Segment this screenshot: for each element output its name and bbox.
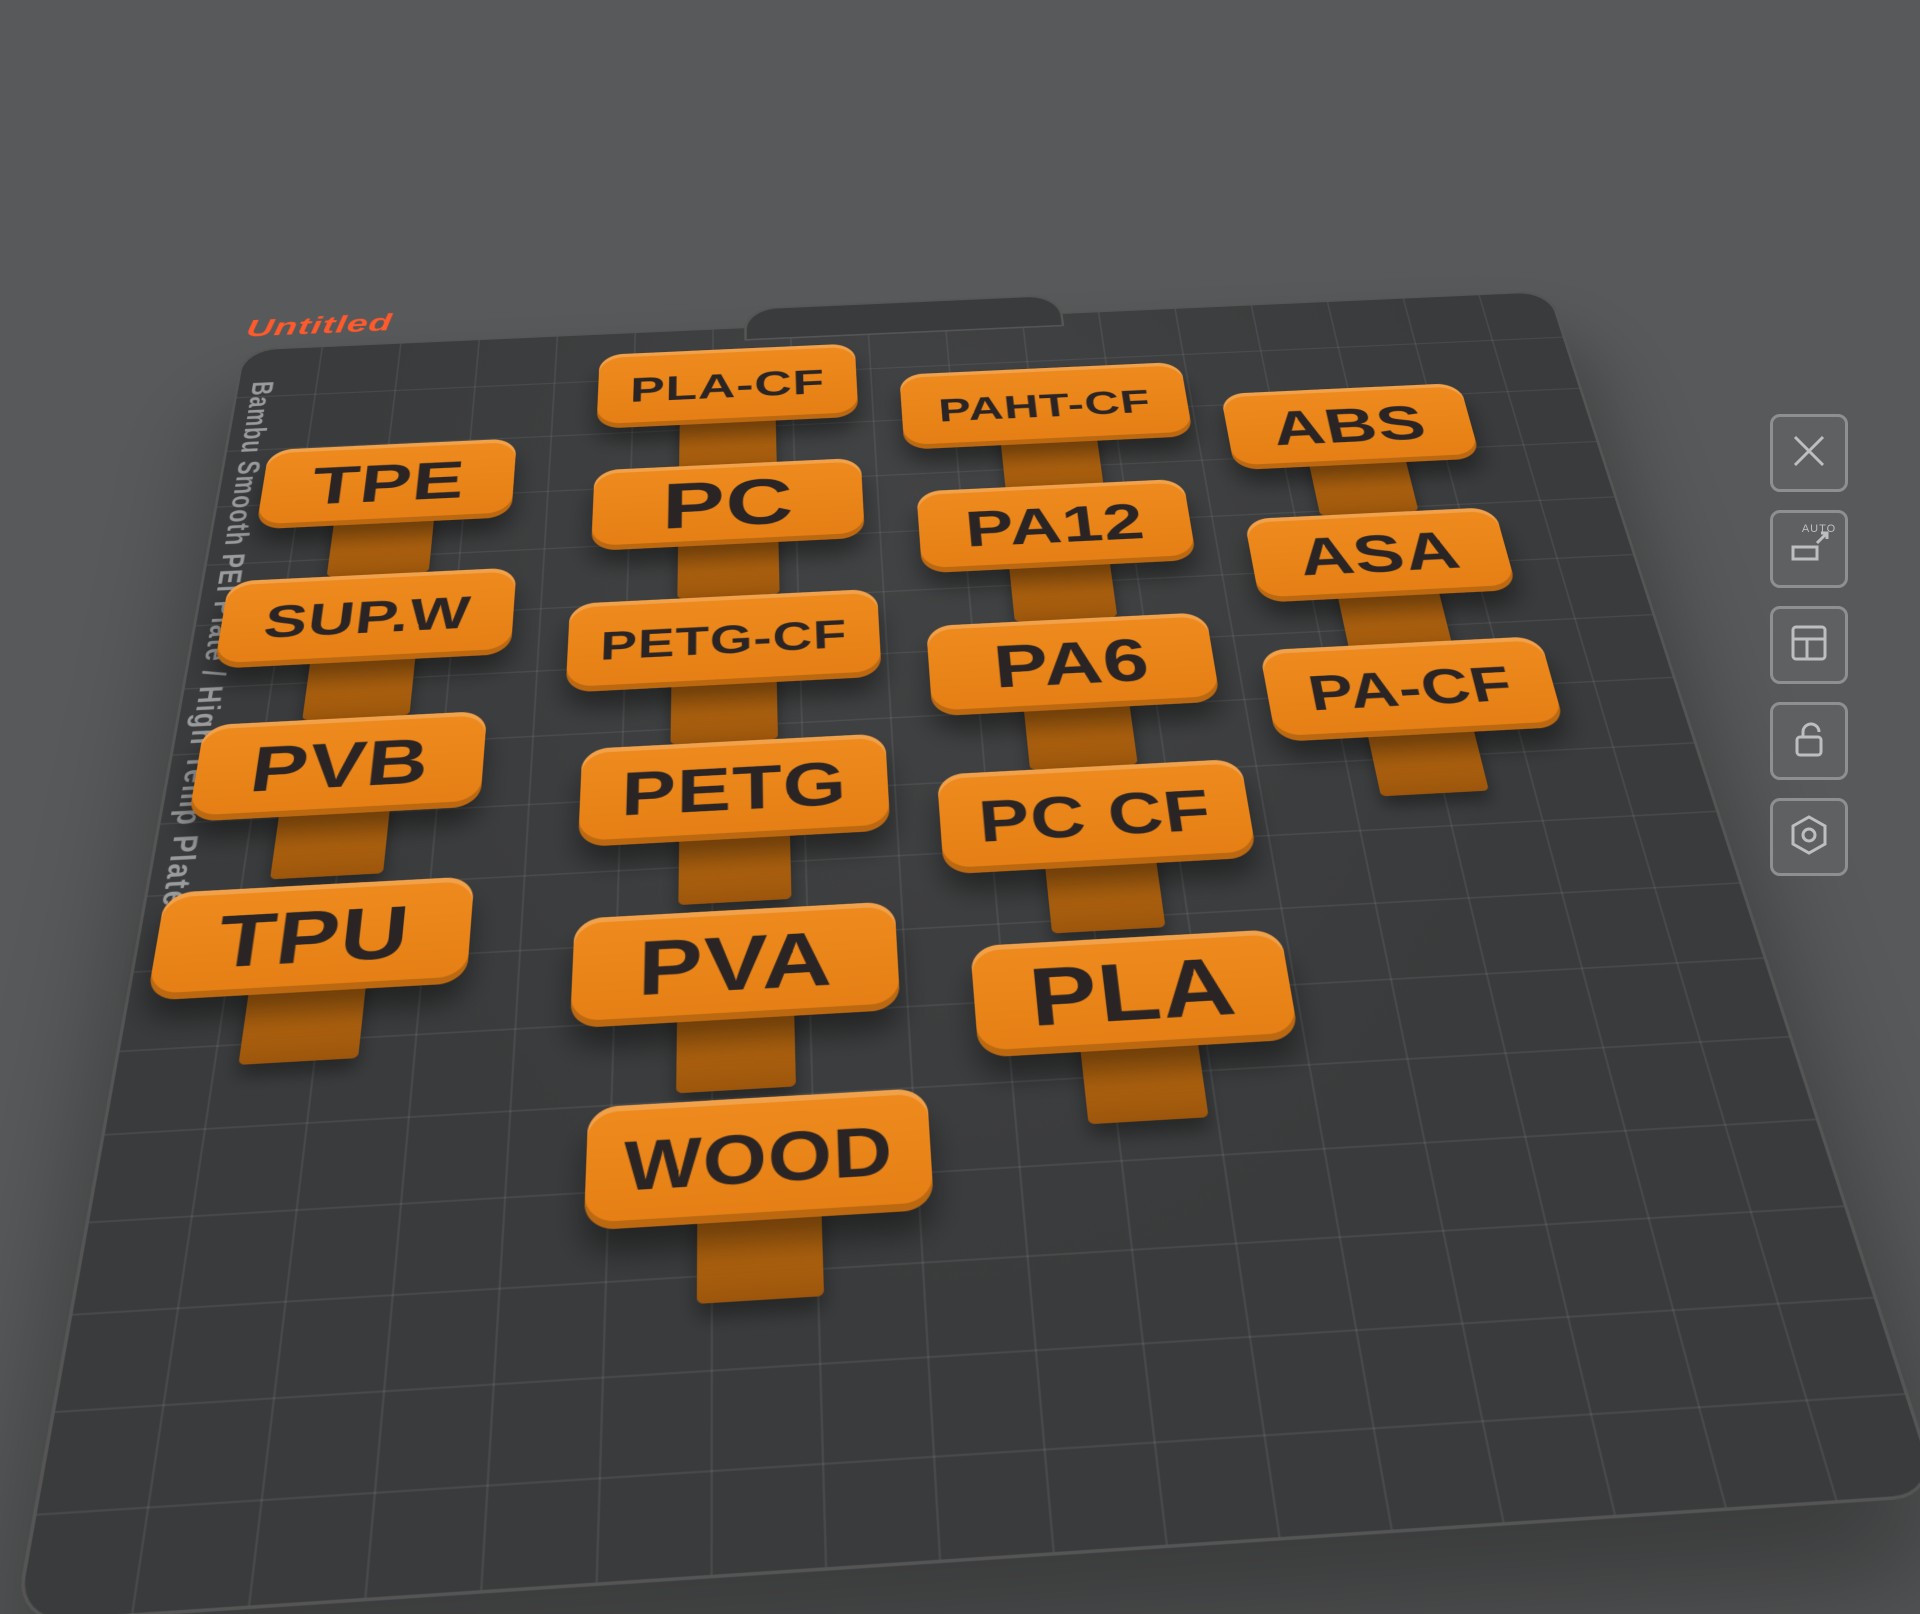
- tag-head: PVB: [188, 711, 487, 822]
- tag-head: PC: [591, 458, 865, 551]
- object-tag-pahtcf[interactable]: PAHT-CF: [899, 362, 1201, 498]
- tag-head: ABS: [1220, 383, 1480, 470]
- object-tag-petgcf[interactable]: PETG-CF: [563, 589, 885, 750]
- tag-label: PETG-CF: [599, 611, 848, 669]
- object-tag-pva[interactable]: PVA: [567, 901, 905, 1099]
- hex-gear-icon: [1787, 813, 1831, 862]
- tag-label: PA6: [991, 626, 1154, 702]
- tag-label: PC: [661, 464, 795, 544]
- layout-button[interactable]: [1770, 606, 1848, 684]
- tag-head: ASA: [1244, 507, 1517, 603]
- lock-icon: [1787, 717, 1831, 766]
- objects-layer: TPE SUP.W PVB TPU PLA-CF PC PETG-CF PETG PVA WOOD…: [13, 290, 1920, 1614]
- tag-label: WOOD: [623, 1110, 895, 1206]
- tag-head: PA-CF: [1259, 636, 1565, 742]
- tag-head: PAHT-CF: [899, 362, 1193, 450]
- tag-label: ABS: [1267, 395, 1432, 457]
- x-icon: [1787, 429, 1831, 478]
- object-tag-pccf[interactable]: PC CF: [937, 759, 1269, 940]
- tag-head: WOOD: [584, 1088, 935, 1231]
- tag-label: TPE: [307, 450, 467, 517]
- object-tag-supw[interactable]: SUP.W: [204, 567, 516, 725]
- lock-button[interactable]: [1770, 702, 1848, 780]
- auto-badge: AUTO: [1802, 523, 1836, 535]
- tag-head: PC CF: [937, 759, 1257, 875]
- settings-button[interactable]: [1770, 798, 1848, 876]
- tag-head: SUP.W: [214, 567, 517, 668]
- viewport-3d: Untitled Bambu Smooth PEI Plate / High T…: [0, 0, 1920, 1412]
- tag-head: PETG-CF: [566, 589, 882, 693]
- build-plate[interactable]: Untitled Bambu Smooth PEI Plate / High T…: [13, 290, 1920, 1614]
- object-tag-asa[interactable]: ASA: [1244, 507, 1532, 657]
- tag-head: PA12: [916, 479, 1196, 574]
- plate-title: Untitled: [244, 309, 394, 343]
- object-tag-pla[interactable]: PLA: [970, 929, 1312, 1130]
- tag-label: PVA: [637, 915, 834, 1014]
- tag-label: PC CF: [976, 777, 1216, 856]
- object-tag-placf[interactable]: PLA-CF: [594, 343, 861, 476]
- plate-toolbar: AUTO: [1760, 400, 1864, 890]
- object-tag-pc[interactable]: PC: [589, 458, 868, 603]
- tag-head: PLA-CF: [596, 343, 858, 428]
- tag-label: PLA-CF: [629, 362, 825, 410]
- object-tag-tpe[interactable]: TPE: [247, 438, 516, 580]
- layout-icon: [1787, 621, 1831, 670]
- object-tag-tpu[interactable]: TPU: [135, 876, 475, 1071]
- tag-label: ASA: [1293, 521, 1467, 589]
- object-tag-petg[interactable]: PETG: [575, 733, 894, 910]
- object-tag-pacf[interactable]: PA-CF: [1259, 636, 1581, 801]
- tag-label: PLA: [1025, 940, 1242, 1045]
- object-tag-pa6[interactable]: PA6: [926, 612, 1230, 775]
- object-tag-abs[interactable]: ABS: [1220, 383, 1494, 519]
- tag-label: PA12: [963, 493, 1149, 559]
- tag-label: PAHT-CF: [937, 382, 1154, 429]
- tag-label: TPU: [211, 890, 413, 985]
- tag-head: PVA: [570, 901, 901, 1028]
- auto-arrange-button[interactable]: AUTO: [1770, 510, 1848, 588]
- object-tag-wood[interactable]: WOOD: [581, 1088, 940, 1311]
- object-tag-pa12[interactable]: PA12: [916, 479, 1205, 626]
- tag-label: PVB: [245, 725, 432, 807]
- tag-head: PLA: [970, 929, 1299, 1058]
- object-tag-pvb[interactable]: PVB: [177, 711, 487, 885]
- close-button[interactable]: [1770, 414, 1848, 492]
- tag-head: PA6: [926, 612, 1221, 716]
- tag-label: PETG: [620, 749, 848, 831]
- tag-head: TPE: [256, 438, 517, 529]
- tag-head: PETG: [578, 733, 891, 847]
- tag-label: PA-CF: [1303, 655, 1519, 722]
- tag-head: TPU: [147, 876, 475, 1001]
- tag-label: SUP.W: [260, 586, 473, 648]
